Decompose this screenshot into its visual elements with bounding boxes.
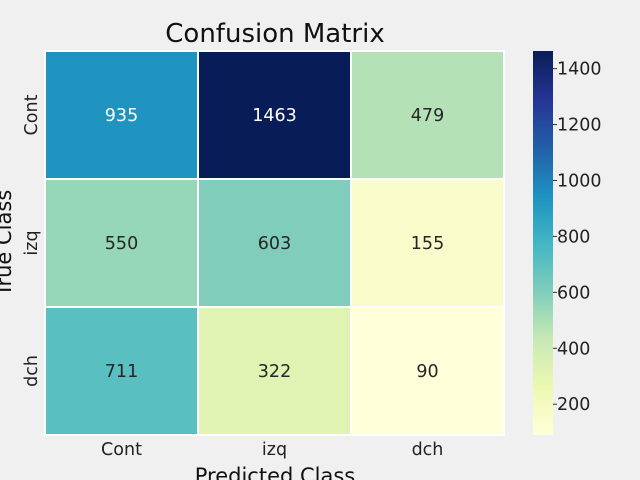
x-tick-label: dch	[412, 440, 444, 460]
heatmap-cell-labels: 935 1463 479 550 603 155 711 322 90	[105, 106, 444, 382]
colorbar: 200 400 600 800 1000 1200 1400	[533, 51, 602, 435]
x-tick-label: Cont	[101, 440, 142, 460]
colorbar-tick-label: 1400	[557, 60, 602, 80]
heatmap-cell	[350, 50, 505, 180]
heatmap-cell-value: 1463	[252, 106, 297, 126]
heatmap-cell-value: 550	[105, 234, 138, 254]
heatmap-cell-value: 479	[411, 106, 444, 126]
colorbar-tick-label: 600	[557, 283, 590, 303]
x-tick-label: izq	[262, 440, 287, 460]
colorbar-tick-label: 400	[557, 339, 590, 359]
heatmap-cells	[44, 50, 505, 436]
heatmap-cell	[350, 306, 505, 436]
y-tick-label: izq	[22, 230, 42, 255]
colorbar-tick-label: 1000	[557, 171, 602, 191]
heatmap-cell-value: 935	[105, 106, 138, 126]
heatmap-cell	[197, 306, 352, 436]
heatmap-cell-value: 322	[258, 362, 291, 382]
heatmap-cell-value: 711	[105, 362, 138, 382]
heatmap-cell-value: 155	[411, 234, 444, 254]
heatmap-cell	[350, 178, 505, 308]
x-axis-title: Predicted Class	[195, 464, 356, 480]
colorbar-tick-label: 200	[557, 395, 590, 415]
colorbar-tick-labels: 200 400 600 800 1000 1200 1400	[553, 60, 602, 415]
colorbar-gradient	[533, 51, 553, 435]
chart-title: Confusion Matrix	[165, 19, 384, 49]
x-axis-tick-labels: Cont izq dch	[101, 440, 443, 460]
y-axis-tick-labels: Cont izq dch	[22, 94, 42, 386]
colorbar-tick-label: 1200	[557, 116, 602, 136]
colorbar-tick-label: 800	[557, 227, 590, 247]
y-axis-title: True Class	[0, 190, 16, 298]
heatmap-cell-value: 603	[258, 234, 291, 254]
heatmap-cell-value: 90	[416, 362, 438, 382]
heatmap-cell	[197, 50, 352, 180]
y-tick-label: dch	[22, 355, 42, 387]
heatmap-cell	[44, 50, 199, 180]
heatmap-cell	[44, 178, 199, 308]
y-tick-label: Cont	[22, 94, 42, 135]
heatmap-cell	[44, 306, 199, 436]
